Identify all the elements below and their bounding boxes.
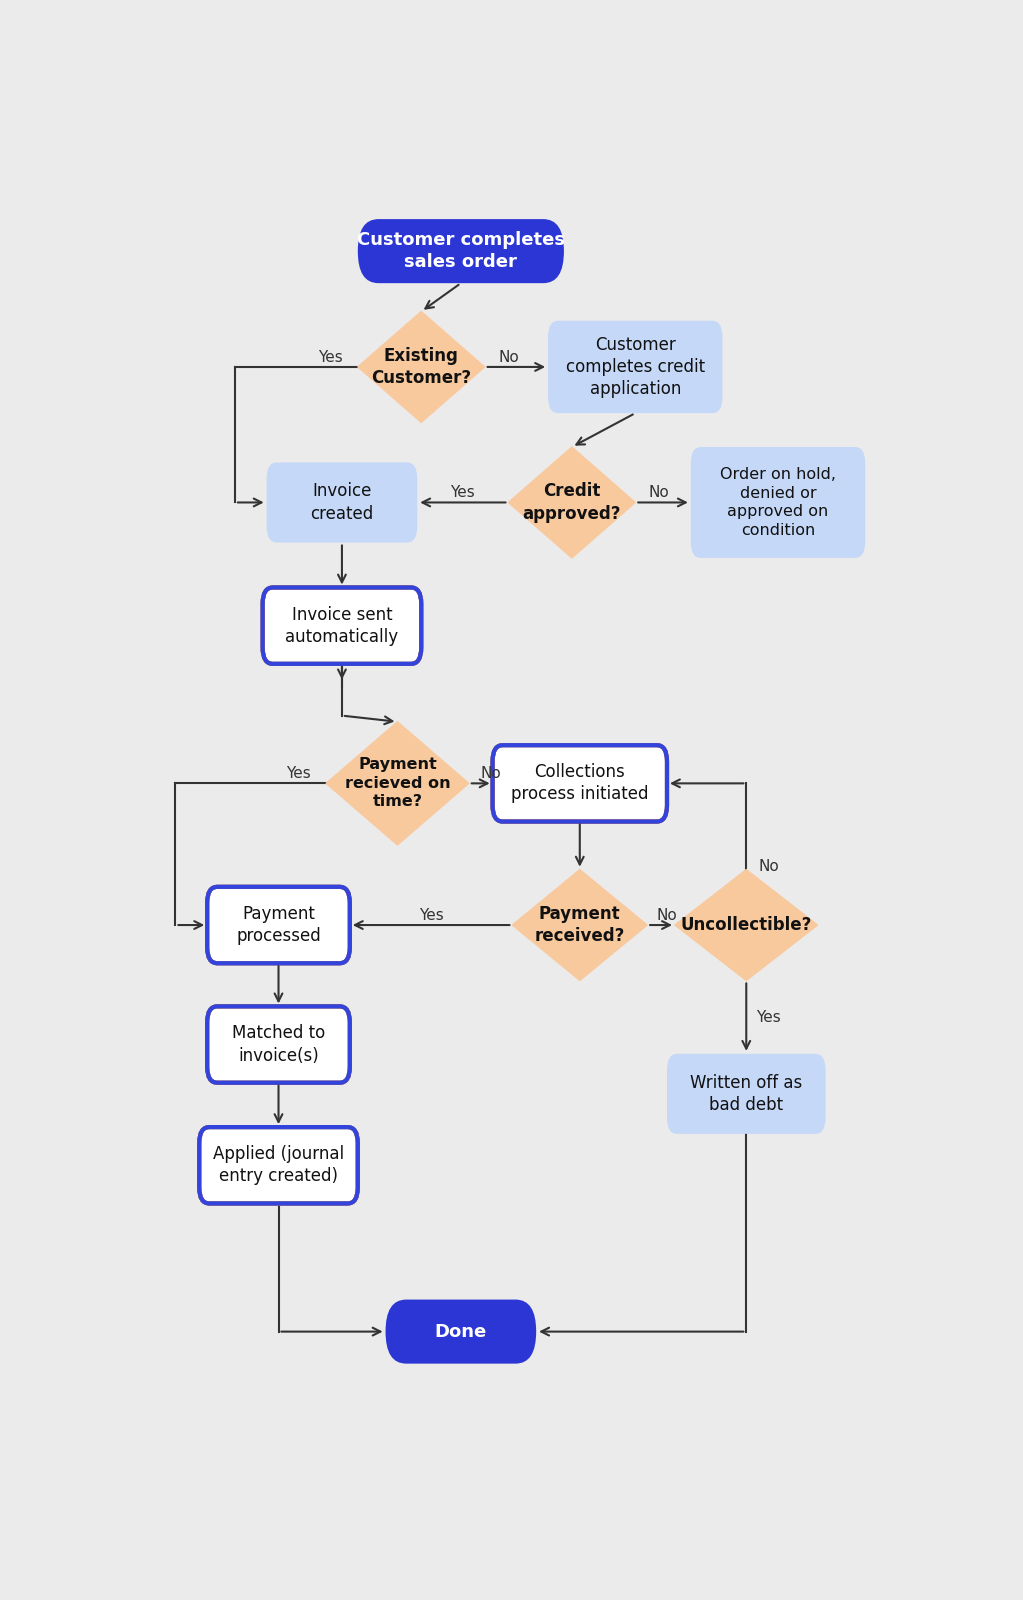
Text: No: No <box>758 859 779 874</box>
Text: No: No <box>498 349 519 365</box>
FancyBboxPatch shape <box>199 1126 358 1203</box>
Text: Invoice
created: Invoice created <box>310 482 373 523</box>
Text: No: No <box>657 907 677 923</box>
Text: Credit
approved?: Credit approved? <box>523 482 621 523</box>
Text: Payment
received?: Payment received? <box>535 906 625 946</box>
Polygon shape <box>358 312 485 422</box>
FancyBboxPatch shape <box>358 219 564 283</box>
FancyBboxPatch shape <box>207 886 350 963</box>
Text: Yes: Yes <box>450 485 476 501</box>
Text: No: No <box>481 766 501 781</box>
Polygon shape <box>508 446 635 558</box>
Text: Customer completes
sales order: Customer completes sales order <box>357 230 565 272</box>
Text: Existing
Customer?: Existing Customer? <box>371 347 472 387</box>
FancyBboxPatch shape <box>207 1006 350 1083</box>
FancyBboxPatch shape <box>691 446 865 558</box>
FancyBboxPatch shape <box>493 746 667 821</box>
Text: Uncollectible?: Uncollectible? <box>680 917 812 934</box>
Text: Yes: Yes <box>286 766 311 781</box>
FancyBboxPatch shape <box>263 587 421 664</box>
Text: Payment
processed: Payment processed <box>236 906 321 946</box>
Text: Yes: Yes <box>418 907 444 923</box>
Text: Invoice sent
automatically: Invoice sent automatically <box>285 605 399 646</box>
Text: Written off as
bad debt: Written off as bad debt <box>691 1074 802 1114</box>
Text: Yes: Yes <box>756 1010 781 1024</box>
Text: Customer
completes credit
application: Customer completes credit application <box>566 336 705 398</box>
Text: Payment
recieved on
time?: Payment recieved on time? <box>345 757 450 810</box>
Text: No: No <box>649 485 669 501</box>
FancyBboxPatch shape <box>267 462 417 542</box>
Text: Matched to
invoice(s): Matched to invoice(s) <box>232 1024 325 1064</box>
FancyBboxPatch shape <box>386 1299 536 1363</box>
Text: Done: Done <box>435 1323 487 1341</box>
Text: Order on hold,
denied or
approved on
condition: Order on hold, denied or approved on con… <box>720 467 836 538</box>
Polygon shape <box>326 722 469 845</box>
Text: Applied (journal
entry created): Applied (journal entry created) <box>213 1146 344 1186</box>
FancyBboxPatch shape <box>548 320 722 413</box>
FancyBboxPatch shape <box>667 1054 826 1134</box>
Polygon shape <box>513 870 648 981</box>
Text: Yes: Yes <box>318 349 343 365</box>
Polygon shape <box>675 870 817 981</box>
Text: Collections
process initiated: Collections process initiated <box>512 763 649 803</box>
